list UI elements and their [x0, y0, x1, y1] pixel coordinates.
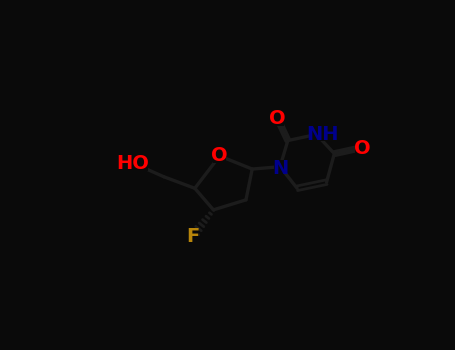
Text: F: F — [186, 226, 199, 246]
Text: O: O — [211, 146, 228, 166]
Bar — [272, 112, 284, 126]
Text: O: O — [354, 139, 370, 158]
Bar — [213, 149, 226, 163]
Text: NH: NH — [307, 125, 339, 144]
Bar — [274, 160, 286, 174]
Bar — [311, 127, 334, 141]
Bar — [355, 141, 369, 155]
Text: N: N — [272, 159, 288, 178]
Text: HO: HO — [116, 154, 149, 173]
Bar — [121, 157, 148, 170]
Text: O: O — [269, 110, 286, 128]
Bar — [186, 229, 199, 243]
